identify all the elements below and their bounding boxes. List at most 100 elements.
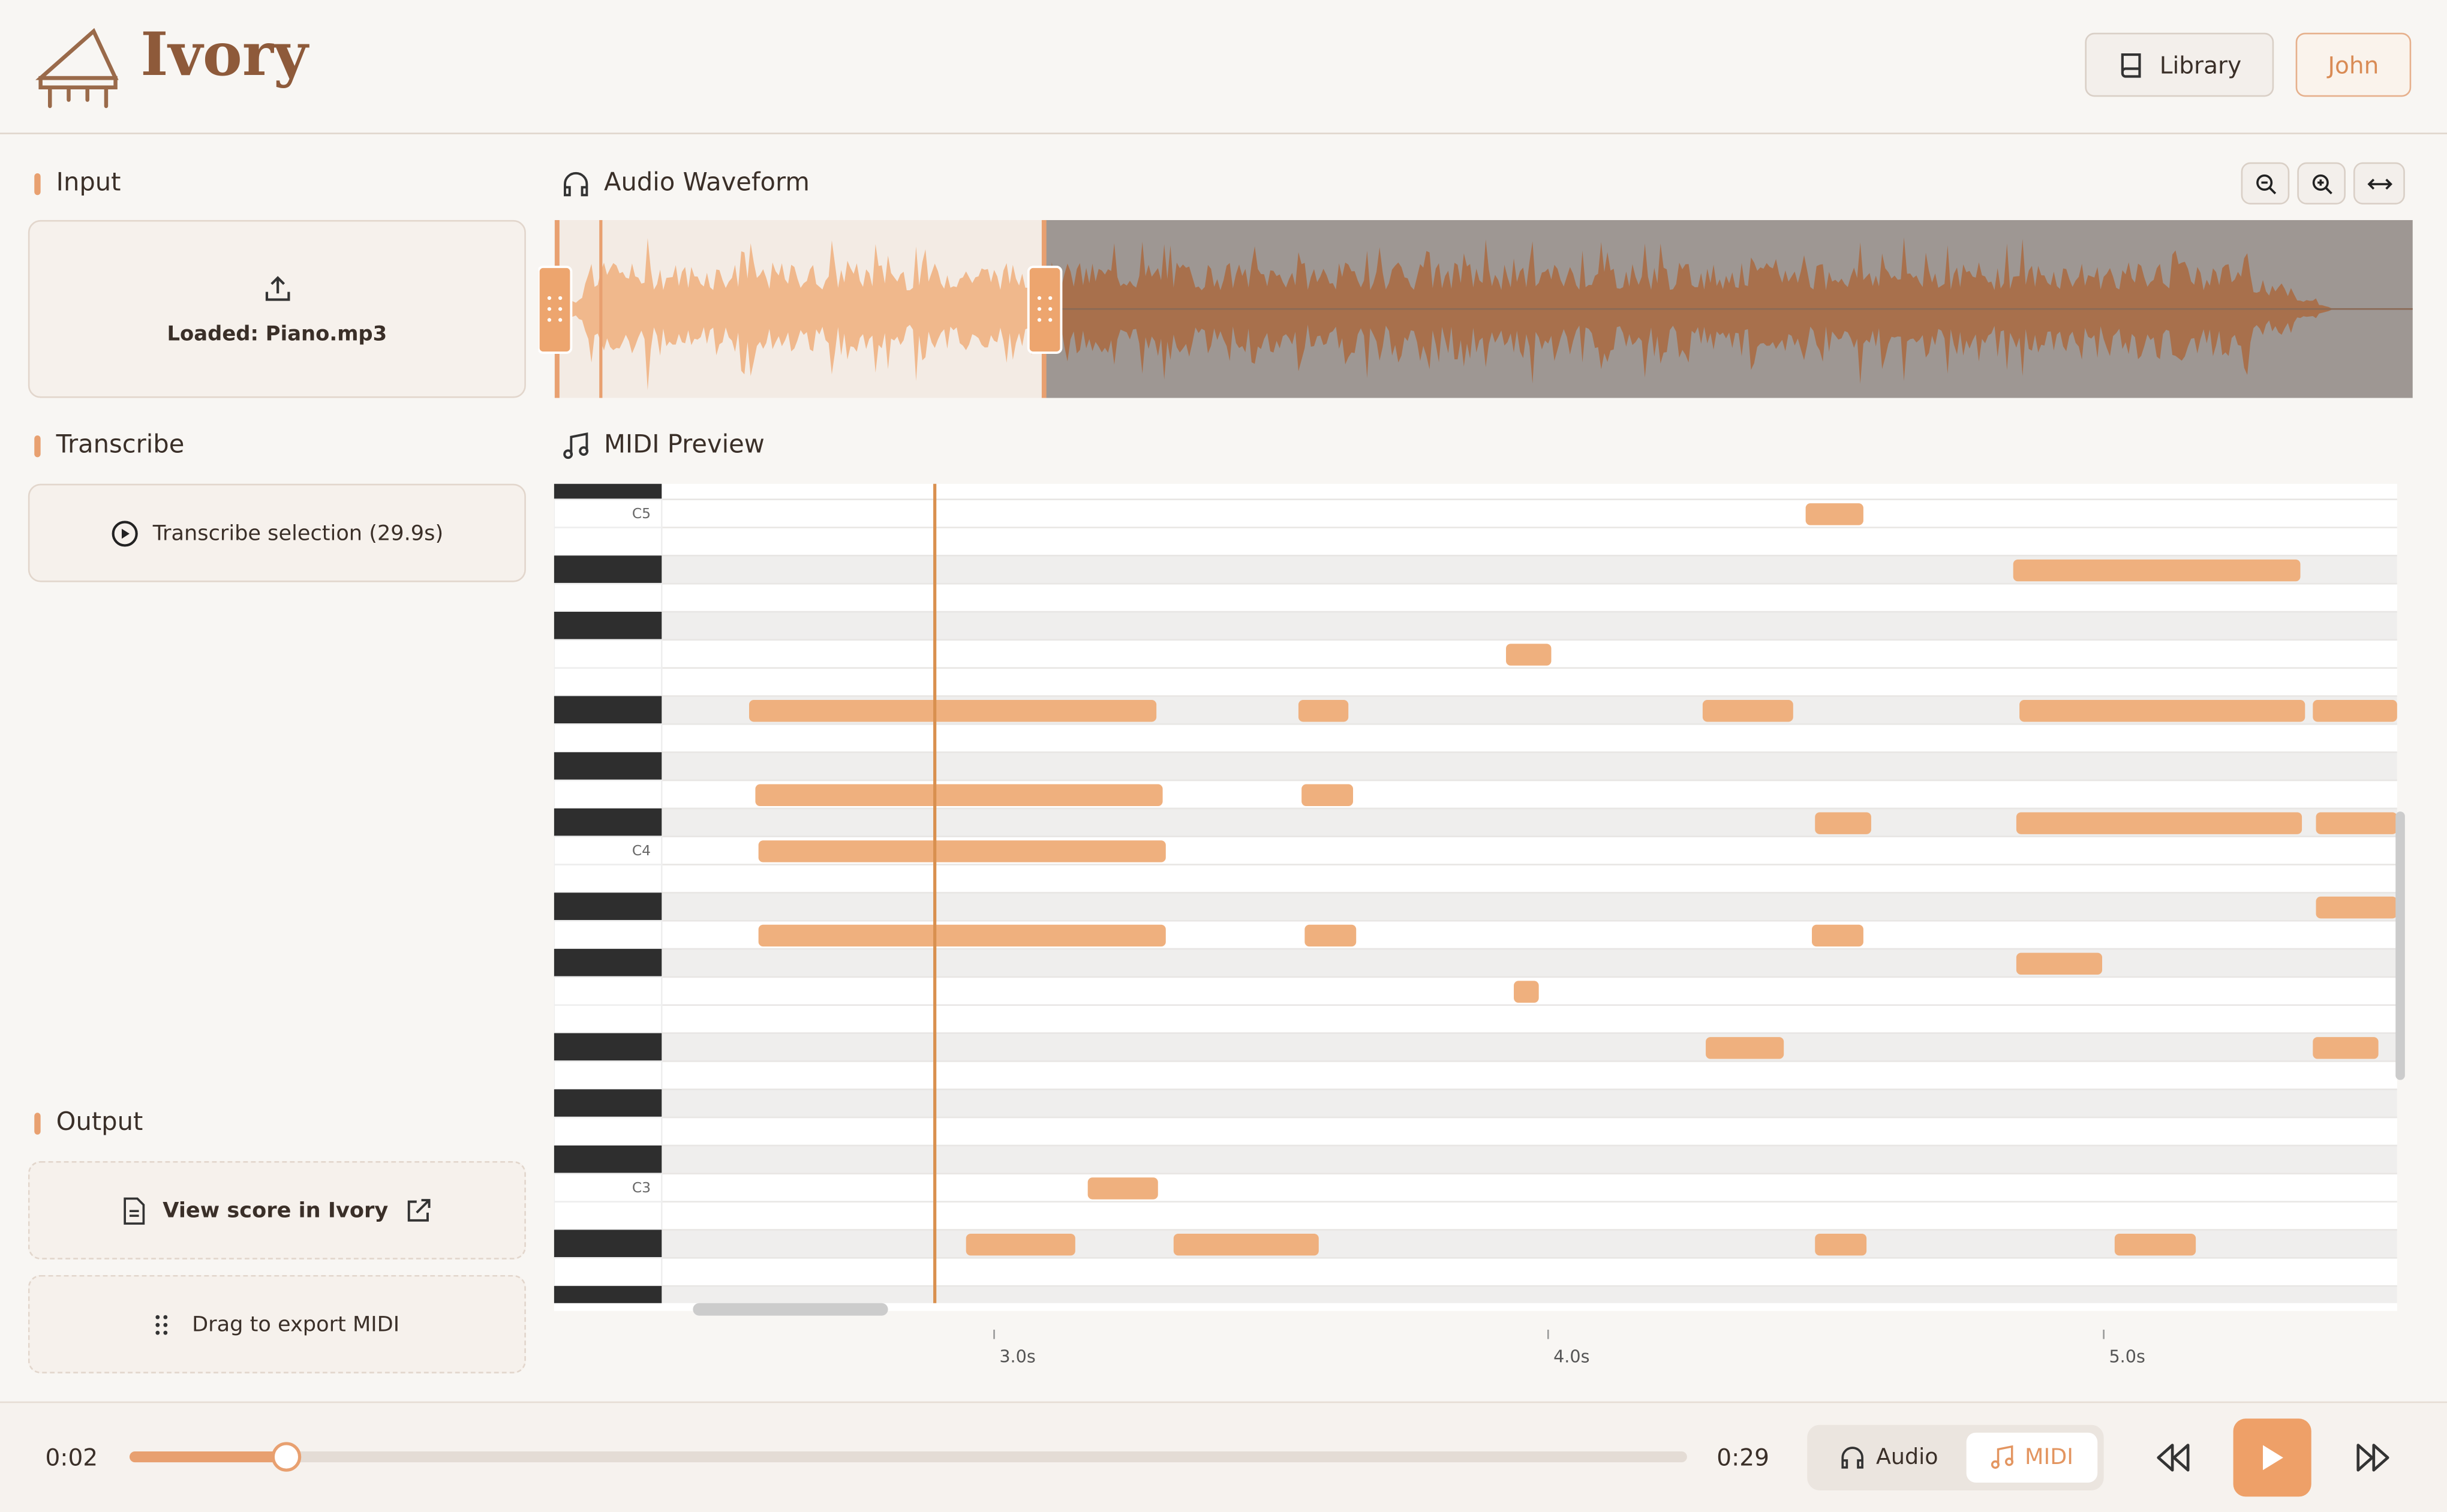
zoom-out-icon [2255, 173, 2275, 194]
midi-note [1812, 924, 1863, 947]
input-file: Loaded: Piano.mp3 [167, 322, 387, 346]
audio-mode[interactable]: Audio [1820, 1433, 1957, 1483]
white-lane [662, 1117, 2397, 1146]
midi-note [1301, 784, 1354, 806]
handle-grip [547, 296, 552, 300]
zoom-in-button[interactable] [2297, 162, 2346, 205]
fit-icon [2367, 178, 2392, 189]
black-key [554, 892, 662, 921]
white-lane [662, 864, 2397, 893]
selection-handle[interactable] [538, 266, 573, 354]
black-key [554, 808, 662, 837]
audio-label: Audio [1875, 1445, 1938, 1471]
input-dropzone[interactable]: Loaded: Piano.mp3 [28, 220, 526, 398]
octave-label: C3 [632, 1179, 651, 1196]
handle-grip [1037, 307, 1042, 311]
book-icon [2121, 52, 2141, 77]
midi-note [1815, 812, 1871, 834]
progress-fill [129, 1451, 286, 1463]
handle-grip [547, 318, 552, 322]
white-key [554, 527, 663, 557]
white-key [554, 723, 663, 753]
logo-icon [35, 28, 119, 109]
black-lane [662, 612, 2397, 640]
black-key [554, 1230, 662, 1258]
play-button[interactable] [2233, 1418, 2311, 1497]
black-key [554, 555, 662, 584]
music-icon [1992, 1445, 2015, 1469]
progress-thumb[interactable] [271, 1442, 302, 1472]
midi-note [749, 700, 1157, 722]
white-key [554, 1201, 663, 1231]
white-key [554, 582, 663, 613]
zoom-out-button[interactable] [2241, 162, 2290, 205]
top-key [554, 483, 662, 500]
white-lane [662, 584, 2397, 612]
piano-roll[interactable]: C5 C4 C3 3.0s 4.0s 5.0s [554, 483, 2411, 1381]
black-key [554, 752, 662, 781]
midi-note [1815, 1233, 1867, 1256]
white-lane [662, 1061, 2397, 1090]
view-score-button[interactable]: View score in Ivory [28, 1161, 526, 1260]
zoom-in-icon [2311, 173, 2332, 194]
library-label: Library [2159, 50, 2242, 79]
time-label: 5.0s [2109, 1346, 2145, 1367]
white-key [554, 498, 663, 528]
section-marker [34, 1113, 41, 1135]
midi-note [758, 840, 1166, 862]
transcribe-button[interactable]: Transcribe selection (29.9s) [28, 483, 526, 582]
selection-handle[interactable] [1027, 266, 1063, 354]
waveform-title: Audio Waveform [604, 167, 810, 197]
black-lane [662, 1230, 2397, 1258]
doc-icon [124, 1197, 145, 1224]
black-lane [662, 752, 2397, 781]
midi-mode[interactable]: MIDI [1966, 1432, 2098, 1483]
white-key [554, 1116, 663, 1147]
section-marker [34, 435, 41, 458]
midi-note [2016, 952, 2103, 975]
black-key [554, 1089, 662, 1118]
black-lane [662, 1145, 2397, 1174]
header [0, 0, 2447, 134]
midi-note [1304, 924, 1357, 947]
forward-button[interactable] [2353, 1442, 2391, 1473]
progress-track[interactable] [129, 1451, 1687, 1463]
black-lane [662, 1089, 2397, 1118]
white-key [554, 976, 663, 1006]
handle-grip [1048, 296, 1053, 300]
output-title: Output [56, 1106, 143, 1137]
midi-label: MIDI [2025, 1445, 2074, 1471]
play-circle-icon [112, 520, 138, 546]
waveform[interactable] [538, 220, 2413, 398]
brand: Ivory [140, 19, 308, 89]
time-label: 3.0s [999, 1346, 1035, 1367]
library-button[interactable]: Library [2085, 32, 2274, 97]
midi-title: MIDI Preview [604, 429, 765, 459]
midi-note [2316, 812, 2397, 834]
midi-note [755, 784, 1163, 806]
view-score-label: View score in Ivory [163, 1198, 389, 1223]
h-scrollbar [693, 1303, 888, 1316]
black-key [554, 612, 662, 640]
waveform-rest [1045, 237, 2332, 384]
section-marker [34, 173, 41, 196]
black-key [554, 1033, 662, 1062]
fit-button[interactable] [2353, 162, 2405, 205]
export-midi-button[interactable]: Drag to export MIDI [28, 1274, 526, 1373]
upload-icon [264, 275, 290, 300]
white-lane [662, 527, 2397, 556]
play-icon [2263, 1445, 2283, 1471]
music-icon [563, 432, 589, 459]
rewind-button[interactable] [2156, 1442, 2193, 1473]
grip-icon [155, 1314, 168, 1334]
user-button[interactable]: John [2295, 32, 2412, 97]
midi-note [2016, 812, 2302, 834]
transcribe-label: Transcribe selection (29.9s) [152, 520, 444, 546]
black-lane [662, 1286, 2397, 1303]
midi-note [1805, 503, 1863, 525]
white-lane [662, 724, 2397, 753]
midi-note [1173, 1233, 1319, 1256]
total-time: 0:29 [1716, 1443, 1769, 1472]
